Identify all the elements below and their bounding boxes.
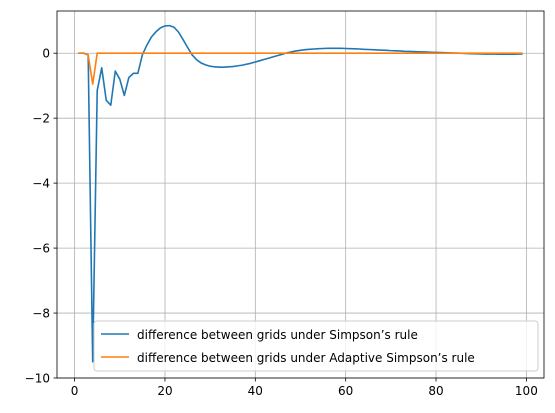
series-layer <box>78 24 523 363</box>
y-tick-label: −4 <box>32 176 50 190</box>
axes-frame <box>56 10 545 379</box>
x-tick-label: 60 <box>338 384 353 398</box>
legend-label-adaptive-simpson: difference between grids under Adaptive … <box>137 351 475 365</box>
y-tick-label: −6 <box>32 241 50 255</box>
legend: difference between grids under Simpson’s… <box>93 320 539 372</box>
x-tick-label: 40 <box>248 384 263 398</box>
series-line-adaptive-simpson <box>78 52 523 85</box>
x-axis: 0 20 40 60 80 100 <box>71 378 538 398</box>
y-tick-label: 0 <box>42 47 50 61</box>
y-tick-label: −2 <box>32 111 50 125</box>
y-tick-label: −10 <box>25 371 50 385</box>
x-tick-label: 100 <box>515 384 538 398</box>
grid <box>57 11 544 379</box>
legend-label-simpson: difference between grids under Simpson’s… <box>137 328 418 342</box>
y-axis: −10 −8 −6 −4 −2 0 <box>25 47 57 385</box>
x-tick-label: 20 <box>157 384 172 398</box>
y-tick-label: −8 <box>32 306 50 320</box>
x-tick-label: 80 <box>428 384 443 398</box>
x-tick-label: 0 <box>71 384 79 398</box>
legend-box <box>93 320 539 372</box>
